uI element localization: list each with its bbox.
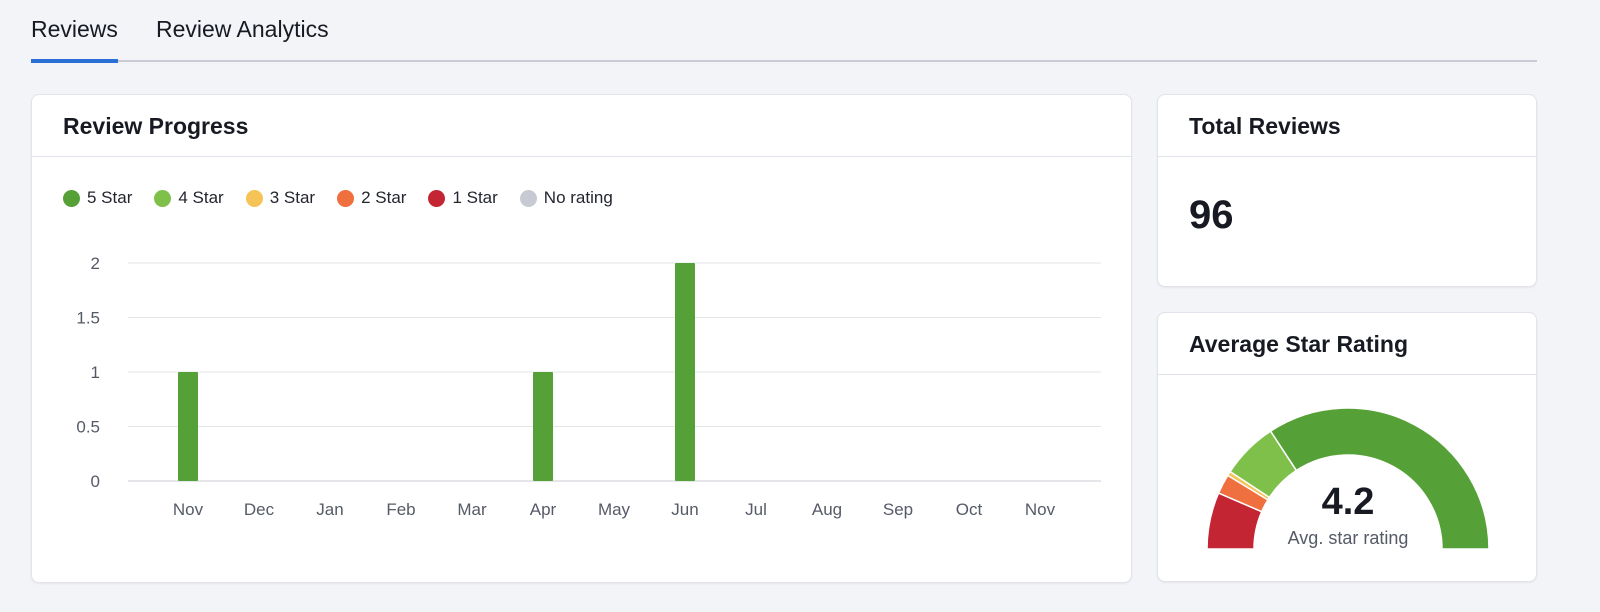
legend-item[interactable]: 2 Star xyxy=(337,188,406,208)
legend-dot xyxy=(337,189,355,207)
rating-gauge xyxy=(1206,407,1490,550)
legend-dot xyxy=(154,189,172,207)
average-rating-value: 4.2 xyxy=(1321,481,1375,523)
bar-chart: 0 0.5 1 1.5 2 Nov Dec Jan Feb Mar Apr May Jun Jul Aug S… xyxy=(76,254,1101,519)
x-tick-label: Dec xyxy=(244,500,275,519)
legend-label: 1 Star xyxy=(452,188,498,207)
legend-dot xyxy=(519,189,537,207)
x-tick-label: Nov xyxy=(1025,500,1056,519)
chart-legend: 5 Star 4 Star 3 Star 2 Star 1 Star No rating xyxy=(63,188,613,208)
tab-review-analytics[interactable]: Review Analytics xyxy=(156,16,329,42)
legend-label: 2 Star xyxy=(361,188,407,207)
x-tick-label: Feb xyxy=(386,500,415,519)
legend-dot xyxy=(63,189,80,207)
legend-label: 3 Star xyxy=(269,188,316,207)
bar xyxy=(533,372,553,481)
tab-reviews[interactable]: Reviews xyxy=(31,16,118,63)
legend-item[interactable]: 5 Star xyxy=(63,188,132,208)
card-title: Total Reviews xyxy=(1158,95,1536,157)
x-tick-label: Jan xyxy=(316,500,343,519)
gauge-segment xyxy=(1269,407,1490,550)
x-tick-label: Mar xyxy=(457,500,487,519)
tab-bar: Reviews Review Analytics xyxy=(31,0,1537,63)
y-tick-label: 1 xyxy=(91,363,100,382)
y-tick-label: 1.5 xyxy=(76,309,100,328)
x-tick-label: May xyxy=(598,500,631,519)
x-tick-label: Apr xyxy=(530,500,557,519)
review-progress-card: Review Progress 5 Star 4 Star 3 Star 2 Star… xyxy=(31,94,1132,583)
bar xyxy=(675,263,695,481)
y-tick-label: 2 xyxy=(91,254,100,273)
legend-item[interactable]: 3 Star xyxy=(245,188,316,208)
y-tick-label: 0.5 xyxy=(76,418,100,437)
x-tick-label: Jun xyxy=(671,500,698,519)
x-tick-label: Jul xyxy=(745,500,767,519)
x-tick-label: Nov xyxy=(173,500,204,519)
x-tick-label: Aug xyxy=(812,500,842,519)
total-reviews-card: Total Reviews 96 xyxy=(1157,94,1537,287)
legend-item[interactable]: 4 Star xyxy=(154,188,224,208)
legend-item[interactable]: No rating xyxy=(519,188,613,208)
legend-item[interactable]: 1 Star xyxy=(428,188,498,208)
legend-dot xyxy=(245,189,263,207)
x-tick-label: Oct xyxy=(956,500,983,519)
y-tick-label: 0 xyxy=(91,472,100,491)
legend-dot xyxy=(428,189,446,207)
average-rating-caption: Avg. star rating xyxy=(1287,528,1409,548)
x-tick-label: Sep xyxy=(883,500,913,519)
legend-label: 4 Star xyxy=(178,188,224,207)
legend-label: 5 Star xyxy=(87,188,133,207)
total-reviews-value: 96 xyxy=(1189,193,1234,237)
average-rating-card: Average Star Rating 4.2 Avg. star rating xyxy=(1157,312,1537,582)
card-title: Average Star Rating xyxy=(1158,313,1536,375)
legend-label: No rating xyxy=(543,188,613,207)
bar xyxy=(178,372,198,481)
card-title: Review Progress xyxy=(32,95,1131,157)
